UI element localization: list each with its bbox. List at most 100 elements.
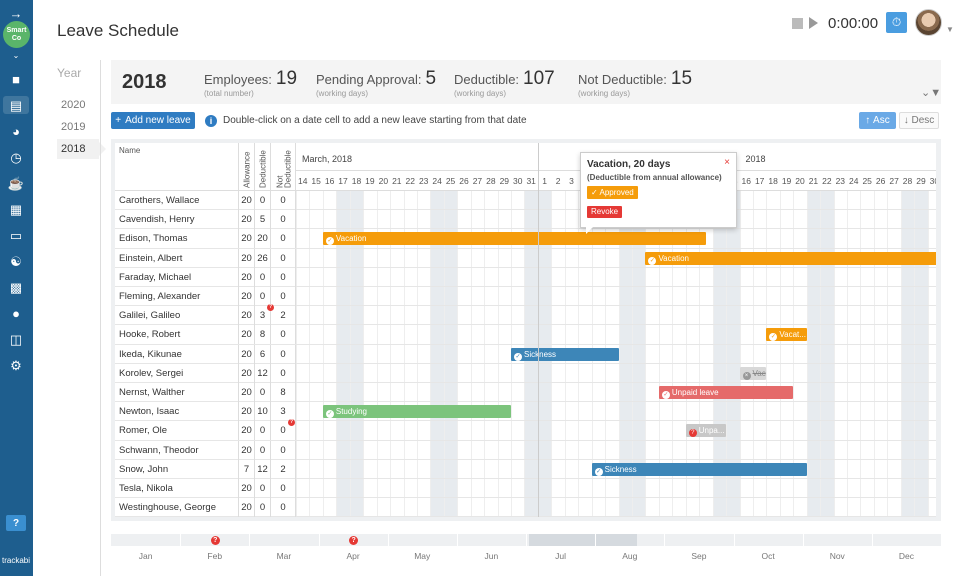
- vacation-leave-bar[interactable]: ✓ Vacation: [645, 251, 936, 265]
- table-row[interactable]: Snow, John 7 12 2: [115, 459, 936, 479]
- timeline-month-label[interactable]: Sep: [691, 551, 707, 561]
- day-gridline: [685, 191, 687, 517]
- filter-icon[interactable]: ⌄▼: [921, 87, 942, 99]
- day-label: 28: [902, 176, 913, 186]
- not-deductible-column-header[interactable]: Not Deductible: [271, 143, 296, 191]
- timeline-month-label[interactable]: Nov: [829, 551, 845, 561]
- employee-name: Newton, Isaac: [115, 402, 239, 422]
- table-row[interactable]: Nernst, Walther 20 0 8: [115, 383, 936, 403]
- table-row[interactable]: Edison, Thomas 20 20 0: [115, 229, 936, 249]
- allowance-column-header[interactable]: Allowance: [239, 143, 255, 191]
- pending-leave-bar[interactable]: ? Unpa...: [685, 424, 727, 438]
- timeline-month-label[interactable]: Apr: [346, 551, 360, 561]
- vacation-leave-bar[interactable]: ✓ Vacation: [322, 232, 706, 246]
- table-row[interactable]: Carothers, Wallace 20 0 0: [115, 191, 936, 211]
- allowance-value: 20: [239, 421, 255, 441]
- briefcase-icon[interactable]: ◫: [9, 331, 23, 347]
- timeline-month-label[interactable]: Oct: [761, 551, 775, 561]
- timeline-month-label[interactable]: Aug: [622, 551, 638, 561]
- avatar[interactable]: [915, 9, 942, 36]
- table-row[interactable]: Fleming, Alexander 20 0 0: [115, 287, 936, 307]
- table-row[interactable]: Galilei, Galileo 20 3 2?: [115, 304, 936, 326]
- sort-asc-button[interactable]: ↑ Asc: [859, 112, 896, 129]
- timeline-separator: [595, 534, 597, 546]
- revoke-button[interactable]: Revoke: [587, 206, 623, 218]
- timeline-month-label[interactable]: Jan: [138, 551, 153, 561]
- team-icon[interactable]: ●: [12, 305, 20, 321]
- revoked-leave-bar[interactable]: × Vac: [739, 366, 767, 380]
- timeline-month-label[interactable]: Feb: [207, 551, 223, 561]
- check-icon: ✓: [648, 256, 657, 265]
- close-icon[interactable]: ×: [724, 157, 730, 168]
- chevron-down-icon[interactable]: ▼: [946, 25, 954, 34]
- table-row[interactable]: Romer, Ole 20 0 0?: [115, 419, 936, 441]
- vacation-leave-bar[interactable]: ✓ Vacat...: [766, 328, 807, 342]
- day-gridline: [497, 191, 499, 517]
- day-label: 19: [365, 176, 375, 186]
- timeline-viewport-handle[interactable]: [529, 534, 637, 546]
- sickness-leave-bar[interactable]: ✓ Sickness: [591, 462, 807, 476]
- table-row[interactable]: Ikeda, Kikunae 20 6 0: [115, 344, 936, 364]
- pending-question-icon[interactable]: ?: [349, 536, 359, 545]
- unpaid-leave-bar[interactable]: ✓ Unpaid leave: [658, 386, 794, 399]
- pending-question-icon[interactable]: ?: [267, 304, 274, 312]
- table-row[interactable]: Faraday, Michael 20 0 0: [115, 267, 936, 287]
- person-icon[interactable]: ☯: [10, 253, 22, 269]
- timeline-month-label[interactable]: May: [414, 551, 431, 561]
- settings-gear-icon[interactable]: ⚙: [10, 357, 22, 373]
- pending-question-icon[interactable]: ?: [288, 419, 295, 427]
- table-row[interactable]: Westinghouse, George 20 0 0: [115, 498, 936, 517]
- deductible-value: 0: [255, 191, 271, 210]
- user-profile-icon[interactable]: ■: [12, 71, 20, 87]
- not-deductible-value: 0: [271, 325, 296, 345]
- year-item-2020[interactable]: 2020: [61, 99, 86, 111]
- employee-name: Einstein, Albert: [115, 248, 239, 268]
- table-row[interactable]: Tesla, Nikola 20 0 0: [115, 479, 936, 499]
- expand-arrow-icon[interactable]: →: [9, 5, 23, 21]
- status-label: Approved: [599, 188, 634, 197]
- dashboard-icon[interactable]: ◕: [12, 123, 20, 139]
- id-card-icon[interactable]: ▩: [9, 279, 23, 295]
- day-label: 16: [324, 176, 335, 186]
- sort-desc-label: Desc: [911, 115, 935, 126]
- stopwatch-icon: ⏱: [891, 15, 902, 29]
- timeline-month-label[interactable]: Dec: [898, 551, 914, 561]
- table-row[interactable]: Newton, Isaac 20 10 3: [115, 402, 936, 422]
- day-gridline: [443, 191, 445, 517]
- pending-question-icon[interactable]: ?: [210, 536, 220, 545]
- book-icon[interactable]: ▭: [9, 227, 23, 243]
- day-gridline: [376, 191, 378, 517]
- leave-schedule-icon[interactable]: ▤: [3, 96, 29, 114]
- company-logo[interactable]: Smart Co: [3, 21, 30, 48]
- timeline-month-label[interactable]: Jun: [484, 551, 499, 561]
- add-leave-button[interactable]: + Add new leave: [111, 112, 195, 129]
- header-label: Deductible: [258, 150, 267, 188]
- coffee-icon[interactable]: ☕: [7, 175, 25, 191]
- table-row[interactable]: Hooke, Robert 20 8 0: [115, 325, 936, 345]
- name-column-header[interactable]: Name: [115, 143, 239, 191]
- help-button[interactable]: ?: [6, 515, 26, 531]
- year-item-2019[interactable]: 2019: [61, 121, 86, 133]
- table-row[interactable]: Schwann, Theodor 20 0 0: [115, 440, 936, 460]
- stop-icon[interactable]: [792, 17, 803, 29]
- table-row[interactable]: Einstein, Albert 20 26 0: [115, 248, 936, 268]
- clock-icon[interactable]: ◷: [10, 149, 22, 165]
- deductible-value: 8: [255, 325, 271, 345]
- year-item-2018[interactable]: 2018: [57, 139, 106, 159]
- table-row[interactable]: Korolev, Sergei 20 12 0: [115, 363, 936, 383]
- play-icon[interactable]: [809, 17, 818, 29]
- studying-leave-bar[interactable]: ✓ Studying: [322, 405, 512, 419]
- timeline-month-label[interactable]: Mar: [276, 551, 292, 561]
- day-label: 22: [405, 176, 415, 186]
- stopwatch-button[interactable]: ⏱: [886, 12, 907, 33]
- deductible-column-header[interactable]: Deductible: [255, 143, 271, 191]
- weekend-column: [618, 191, 646, 517]
- table-row[interactable]: Cavendish, Henry 20 5 0: [115, 210, 936, 230]
- chevron-down-icon[interactable]: ⌄: [12, 51, 20, 60]
- sickness-leave-bar[interactable]: ✓ Sickness: [511, 347, 619, 361]
- sort-desc-button[interactable]: ↓ Desc: [899, 112, 939, 129]
- timeline-month-label[interactable]: Jul: [555, 551, 567, 561]
- day-label: 18: [768, 176, 778, 186]
- stat-not-deductible: Not Deductible: 15 (working days): [578, 68, 692, 98]
- document-icon[interactable]: ▦: [9, 201, 23, 217]
